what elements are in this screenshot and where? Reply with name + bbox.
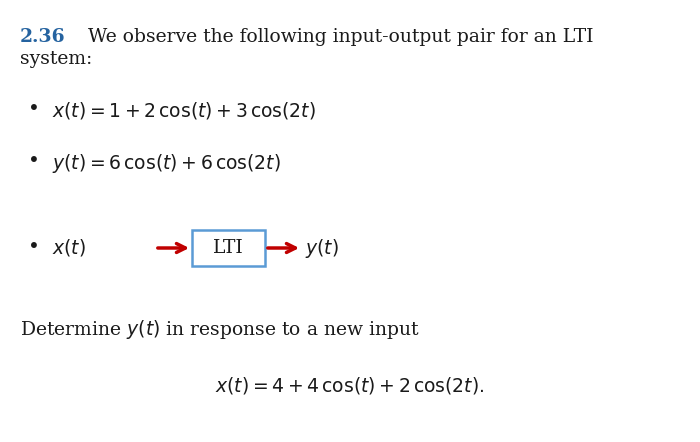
Text: We observe the following input-output pair for an LTI: We observe the following input-output pa… (70, 28, 594, 46)
Text: $x(t) = 4 + 4\,\mathrm{cos}(t) + 2\,\mathrm{cos}(2t).$: $x(t) = 4 + 4\,\mathrm{cos}(t) + 2\,\mat… (216, 375, 484, 396)
Text: $x(t)$: $x(t)$ (52, 237, 86, 259)
Text: $y(t)$: $y(t)$ (305, 236, 339, 259)
Text: Determine $y(t)$ in response to a new input: Determine $y(t)$ in response to a new in… (20, 318, 420, 341)
Text: $y(t) = 6\,\mathrm{cos}(t) + 6\,\mathrm{cos}(2t)$: $y(t) = 6\,\mathrm{cos}(t) + 6\,\mathrm{… (52, 152, 281, 175)
Text: $x(t) = 1 + 2\,\mathrm{cos}(t) + 3\,\mathrm{cos}(2t)$: $x(t) = 1 + 2\,\mathrm{cos}(t) + 3\,\mat… (52, 100, 316, 121)
Text: 2.36: 2.36 (20, 28, 66, 46)
FancyBboxPatch shape (192, 230, 265, 266)
Text: system:: system: (20, 50, 92, 68)
Text: LTI: LTI (213, 239, 244, 257)
Text: •: • (28, 239, 40, 258)
Text: •: • (28, 152, 40, 171)
Text: •: • (28, 100, 40, 119)
